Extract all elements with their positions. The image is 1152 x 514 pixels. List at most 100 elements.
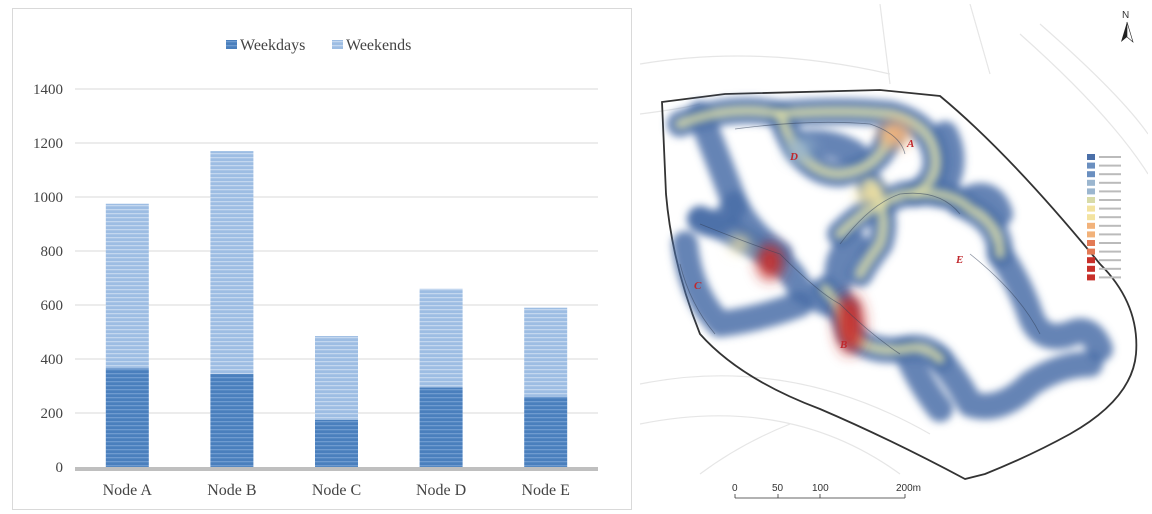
x-tick-label-node-c: Node C bbox=[312, 482, 361, 499]
heatmap-panel: A B C D E N 0 50 100 200m bbox=[640, 4, 1148, 510]
bar-node-c-weekdays bbox=[315, 419, 358, 467]
heat-path-12 bbox=[892, 336, 953, 422]
heat-paths-low bbox=[667, 97, 1113, 422]
map-legend-label-3 bbox=[1099, 181, 1121, 184]
chart-bars bbox=[105, 151, 568, 467]
heat-path-10 bbox=[987, 241, 1113, 362]
heat-mid-path-1 bbox=[835, 188, 1005, 259]
map-legend-swatch-14 bbox=[1087, 274, 1095, 281]
bar-chart-panel: Weekdays Weekends 0 200 400 600 800 1000 1200 1… bbox=[12, 8, 632, 510]
scale-label-100: 100 bbox=[812, 483, 829, 494]
park-heatmap: A B C D E N 0 50 100 200m bbox=[640, 4, 1148, 499]
chart-legend: Weekdays Weekends bbox=[226, 37, 411, 54]
map-legend-label-10 bbox=[1099, 242, 1121, 244]
map-legend-label-6 bbox=[1099, 207, 1121, 210]
map-legend-swatch-13 bbox=[1087, 265, 1095, 272]
bar-node-e-weekdays bbox=[524, 396, 568, 467]
scale-label-200m: 200m bbox=[896, 483, 921, 494]
map-legend-label-11 bbox=[1099, 250, 1121, 253]
map-legend-swatch-0 bbox=[1087, 154, 1095, 160]
map-legend-label-7 bbox=[1099, 216, 1121, 219]
scale-bar: 0 50 100 200m bbox=[732, 483, 921, 499]
y-tick-label-0: 0 bbox=[56, 460, 64, 476]
x-axis-line bbox=[75, 467, 598, 471]
map-node-label-e: E bbox=[955, 254, 963, 266]
map-legend-label-1 bbox=[1099, 164, 1121, 167]
y-tick-label-400: 400 bbox=[41, 352, 64, 368]
map-legend-label-12 bbox=[1099, 259, 1121, 262]
y-tick-label-1400: 1400 bbox=[33, 82, 63, 98]
bar-node-d-weekends bbox=[419, 288, 463, 388]
bar-node-a-weekends bbox=[105, 203, 149, 369]
scale-label-50: 50 bbox=[772, 483, 784, 494]
map-legend-label-14 bbox=[1099, 276, 1121, 279]
map-legend bbox=[1087, 154, 1121, 281]
chart-gridlines bbox=[75, 88, 598, 414]
y-tick-label-1000: 1000 bbox=[33, 190, 63, 206]
legend-swatch-weekdays bbox=[226, 40, 237, 49]
bar-node-e-weekends bbox=[524, 307, 568, 397]
legend-label-weekends: Weekends bbox=[346, 37, 411, 54]
map-legend-label-5 bbox=[1099, 199, 1121, 201]
heat-path-11 bbox=[927, 346, 1103, 420]
bar-node-a-weekdays bbox=[105, 368, 149, 467]
heat-path-9 bbox=[927, 121, 965, 207]
map-legend-swatch-3 bbox=[1087, 179, 1095, 186]
heat-path-15 bbox=[687, 191, 748, 237]
north-label: N bbox=[1122, 10, 1129, 21]
y-tick-label-600: 600 bbox=[41, 298, 64, 314]
map-node-label-d: D bbox=[789, 151, 798, 163]
x-axis: Node A Node B Node C Node D Node E bbox=[75, 467, 598, 499]
map-legend-label-9 bbox=[1099, 233, 1121, 236]
map-legend-swatch-10 bbox=[1087, 240, 1095, 246]
x-tick-label-node-d: Node D bbox=[416, 482, 466, 499]
legend-label-weekdays: Weekdays bbox=[240, 37, 305, 54]
map-node-label-c: C bbox=[694, 280, 702, 292]
map-legend-label-4 bbox=[1099, 190, 1121, 193]
y-tick-label-800: 800 bbox=[41, 244, 64, 260]
map-legend-label-0 bbox=[1099, 156, 1121, 158]
map-legend-label-8 bbox=[1099, 224, 1121, 227]
map-node-label-a: A bbox=[906, 138, 914, 150]
bar-node-b-weekends bbox=[210, 151, 254, 374]
scale-label-0: 0 bbox=[732, 483, 738, 494]
map-legend-swatch-12 bbox=[1087, 257, 1095, 264]
map-legend-swatch-2 bbox=[1087, 171, 1095, 178]
map-node-labels: A B C D E bbox=[694, 138, 963, 351]
heat-mid-path-4 bbox=[675, 105, 941, 199]
map-legend-swatch-1 bbox=[1087, 162, 1095, 169]
trail-lines bbox=[679, 121, 1041, 355]
y-axis: 0 200 400 600 800 1000 1200 1400 bbox=[33, 82, 63, 476]
x-tick-label-node-a: Node A bbox=[103, 482, 153, 499]
bar-chart: Weekdays Weekends 0 200 400 600 800 1000 1200 1… bbox=[33, 37, 598, 499]
map-legend-swatch-9 bbox=[1087, 231, 1095, 238]
heat-path-4 bbox=[672, 231, 813, 337]
x-tick-label-node-e: Node E bbox=[521, 482, 569, 499]
bar-node-d-weekdays bbox=[419, 387, 463, 467]
legend-swatch-weekends bbox=[332, 40, 343, 49]
map-legend-label-13 bbox=[1099, 267, 1121, 270]
map-legend-swatch-8 bbox=[1087, 222, 1095, 229]
park-boundary bbox=[661, 89, 1138, 480]
hotspot-center bbox=[856, 182, 884, 206]
y-tick-label-200: 200 bbox=[41, 406, 64, 422]
map-node-label-b: B bbox=[839, 339, 847, 351]
map-legend-swatch-5 bbox=[1087, 197, 1095, 203]
x-tick-label-node-b: Node B bbox=[207, 482, 256, 499]
north-arrow-icon: N bbox=[1121, 10, 1134, 43]
map-legend-swatch-11 bbox=[1087, 248, 1095, 255]
map-legend-swatch-4 bbox=[1087, 188, 1095, 195]
map-legend-swatch-7 bbox=[1087, 214, 1095, 221]
hotspot-c-west bbox=[757, 244, 783, 280]
heat-path-8 bbox=[824, 231, 868, 317]
map-legend-label-2 bbox=[1099, 173, 1121, 176]
bar-node-b-weekdays bbox=[210, 373, 254, 467]
hotspot-a bbox=[879, 120, 911, 148]
hotspot-d bbox=[786, 137, 814, 161]
bar-node-c-weekends bbox=[315, 336, 358, 420]
hotspot-b bbox=[836, 294, 864, 354]
y-tick-label-1200: 1200 bbox=[33, 136, 63, 152]
map-legend-swatch-6 bbox=[1087, 205, 1095, 212]
street-lines bbox=[640, 4, 1148, 475]
hotspot-c bbox=[730, 236, 750, 252]
